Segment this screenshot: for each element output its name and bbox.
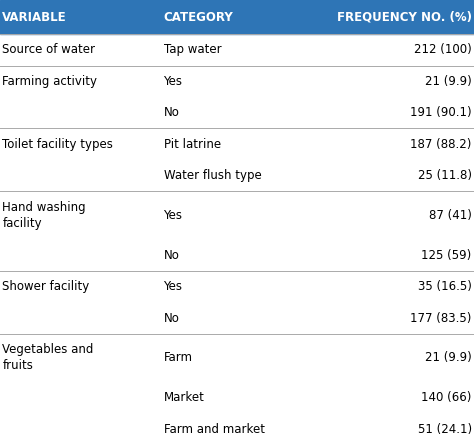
Text: 51 (24.1): 51 (24.1) (418, 423, 472, 436)
Text: Farm and market: Farm and market (164, 423, 264, 436)
Text: Market: Market (164, 392, 204, 405)
Text: Shower facility: Shower facility (2, 280, 90, 293)
Bar (0, 0, 474, 34)
Text: 140 (66): 140 (66) (421, 392, 472, 405)
Bar (0, 302, 474, 334)
Text: VARIABLE: VARIABLE (2, 11, 67, 24)
Text: 21 (9.9): 21 (9.9) (425, 75, 472, 88)
Bar (0, 382, 474, 414)
Bar (0, 271, 474, 302)
Bar (0, 128, 474, 160)
Bar (0, 34, 474, 65)
Text: Yes: Yes (164, 75, 182, 88)
Text: 35 (16.5): 35 (16.5) (418, 280, 472, 293)
Text: No: No (164, 106, 179, 119)
Text: FREQUENCY NO. (%): FREQUENCY NO. (%) (337, 11, 472, 24)
Text: CATEGORY: CATEGORY (164, 11, 233, 24)
Bar (0, 191, 474, 239)
Text: 125 (59): 125 (59) (421, 249, 472, 262)
Text: No: No (164, 249, 179, 262)
Text: Water flush type: Water flush type (164, 169, 261, 182)
Bar (0, 414, 474, 445)
Text: 87 (41): 87 (41) (429, 209, 472, 222)
Text: Farming activity: Farming activity (2, 75, 97, 88)
Bar (0, 65, 474, 97)
Text: 187 (88.2): 187 (88.2) (410, 138, 472, 150)
Text: No: No (164, 312, 179, 324)
Text: 212 (100): 212 (100) (414, 44, 472, 57)
Bar (0, 97, 474, 128)
Text: Source of water: Source of water (2, 44, 95, 57)
Bar (0, 239, 474, 271)
Bar (0, 334, 474, 382)
Text: Toilet facility types: Toilet facility types (2, 138, 113, 150)
Text: Farm: Farm (164, 352, 192, 364)
Text: 25 (11.8): 25 (11.8) (418, 169, 472, 182)
Text: 177 (83.5): 177 (83.5) (410, 312, 472, 324)
Text: Hand washing
facility: Hand washing facility (2, 201, 86, 230)
Bar (0, 160, 474, 191)
Text: Vegetables and
fruits: Vegetables and fruits (2, 344, 94, 372)
Text: Yes: Yes (164, 209, 182, 222)
Text: Pit latrine: Pit latrine (164, 138, 221, 150)
Text: 191 (90.1): 191 (90.1) (410, 106, 472, 119)
Text: Yes: Yes (164, 280, 182, 293)
Text: Tap water: Tap water (164, 44, 221, 57)
Text: 21 (9.9): 21 (9.9) (425, 352, 472, 364)
